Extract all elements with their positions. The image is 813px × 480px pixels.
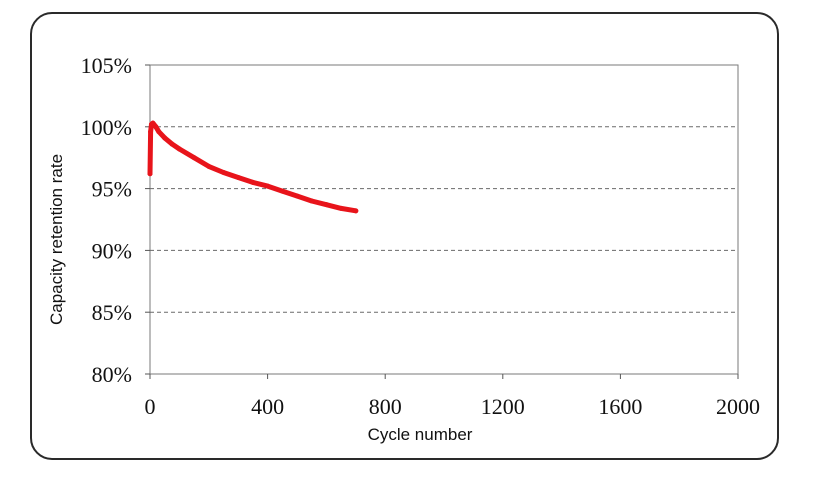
data-point: [294, 193, 300, 199]
data-point: [176, 146, 182, 152]
data-point: [250, 179, 256, 185]
x-axis-title: Cycle number: [368, 425, 473, 444]
x-tick-label: 2000: [716, 394, 760, 419]
data-point: [235, 174, 241, 180]
plot-area-border: [149, 64, 739, 375]
data-point: [323, 202, 329, 208]
x-tick-label: 1600: [598, 394, 642, 419]
x-tick-label: 400: [251, 394, 284, 419]
y-tick-label: 90%: [92, 238, 132, 263]
data-point: [338, 205, 344, 211]
data-point: [153, 124, 159, 130]
data-point: [191, 155, 197, 161]
data-point: [206, 163, 212, 169]
chart-frame: [30, 12, 779, 460]
x-tick-label: 0: [145, 394, 156, 419]
data-point: [156, 129, 162, 135]
data-point: [221, 170, 226, 176]
y-tick-label: 85%: [92, 300, 132, 325]
x-tick-label: 1200: [481, 394, 525, 419]
data-point: [279, 188, 285, 194]
y-tick-label: 105%: [81, 53, 132, 78]
y-tick-label: 95%: [92, 177, 132, 202]
data-point: [265, 183, 271, 189]
data-point: [162, 135, 168, 141]
data-point: [150, 120, 156, 126]
y-tick-label: 100%: [81, 115, 132, 140]
series-line-0: [147, 120, 359, 214]
data-point: [309, 198, 315, 204]
x-tick-label: 800: [369, 394, 402, 419]
data-point: [148, 129, 154, 135]
data-point: [169, 141, 175, 147]
data-point: [147, 171, 153, 177]
y-axis-title: Capacity retention rate: [47, 154, 66, 325]
data-point: [353, 208, 359, 214]
y-tick-label: 80%: [92, 362, 132, 387]
